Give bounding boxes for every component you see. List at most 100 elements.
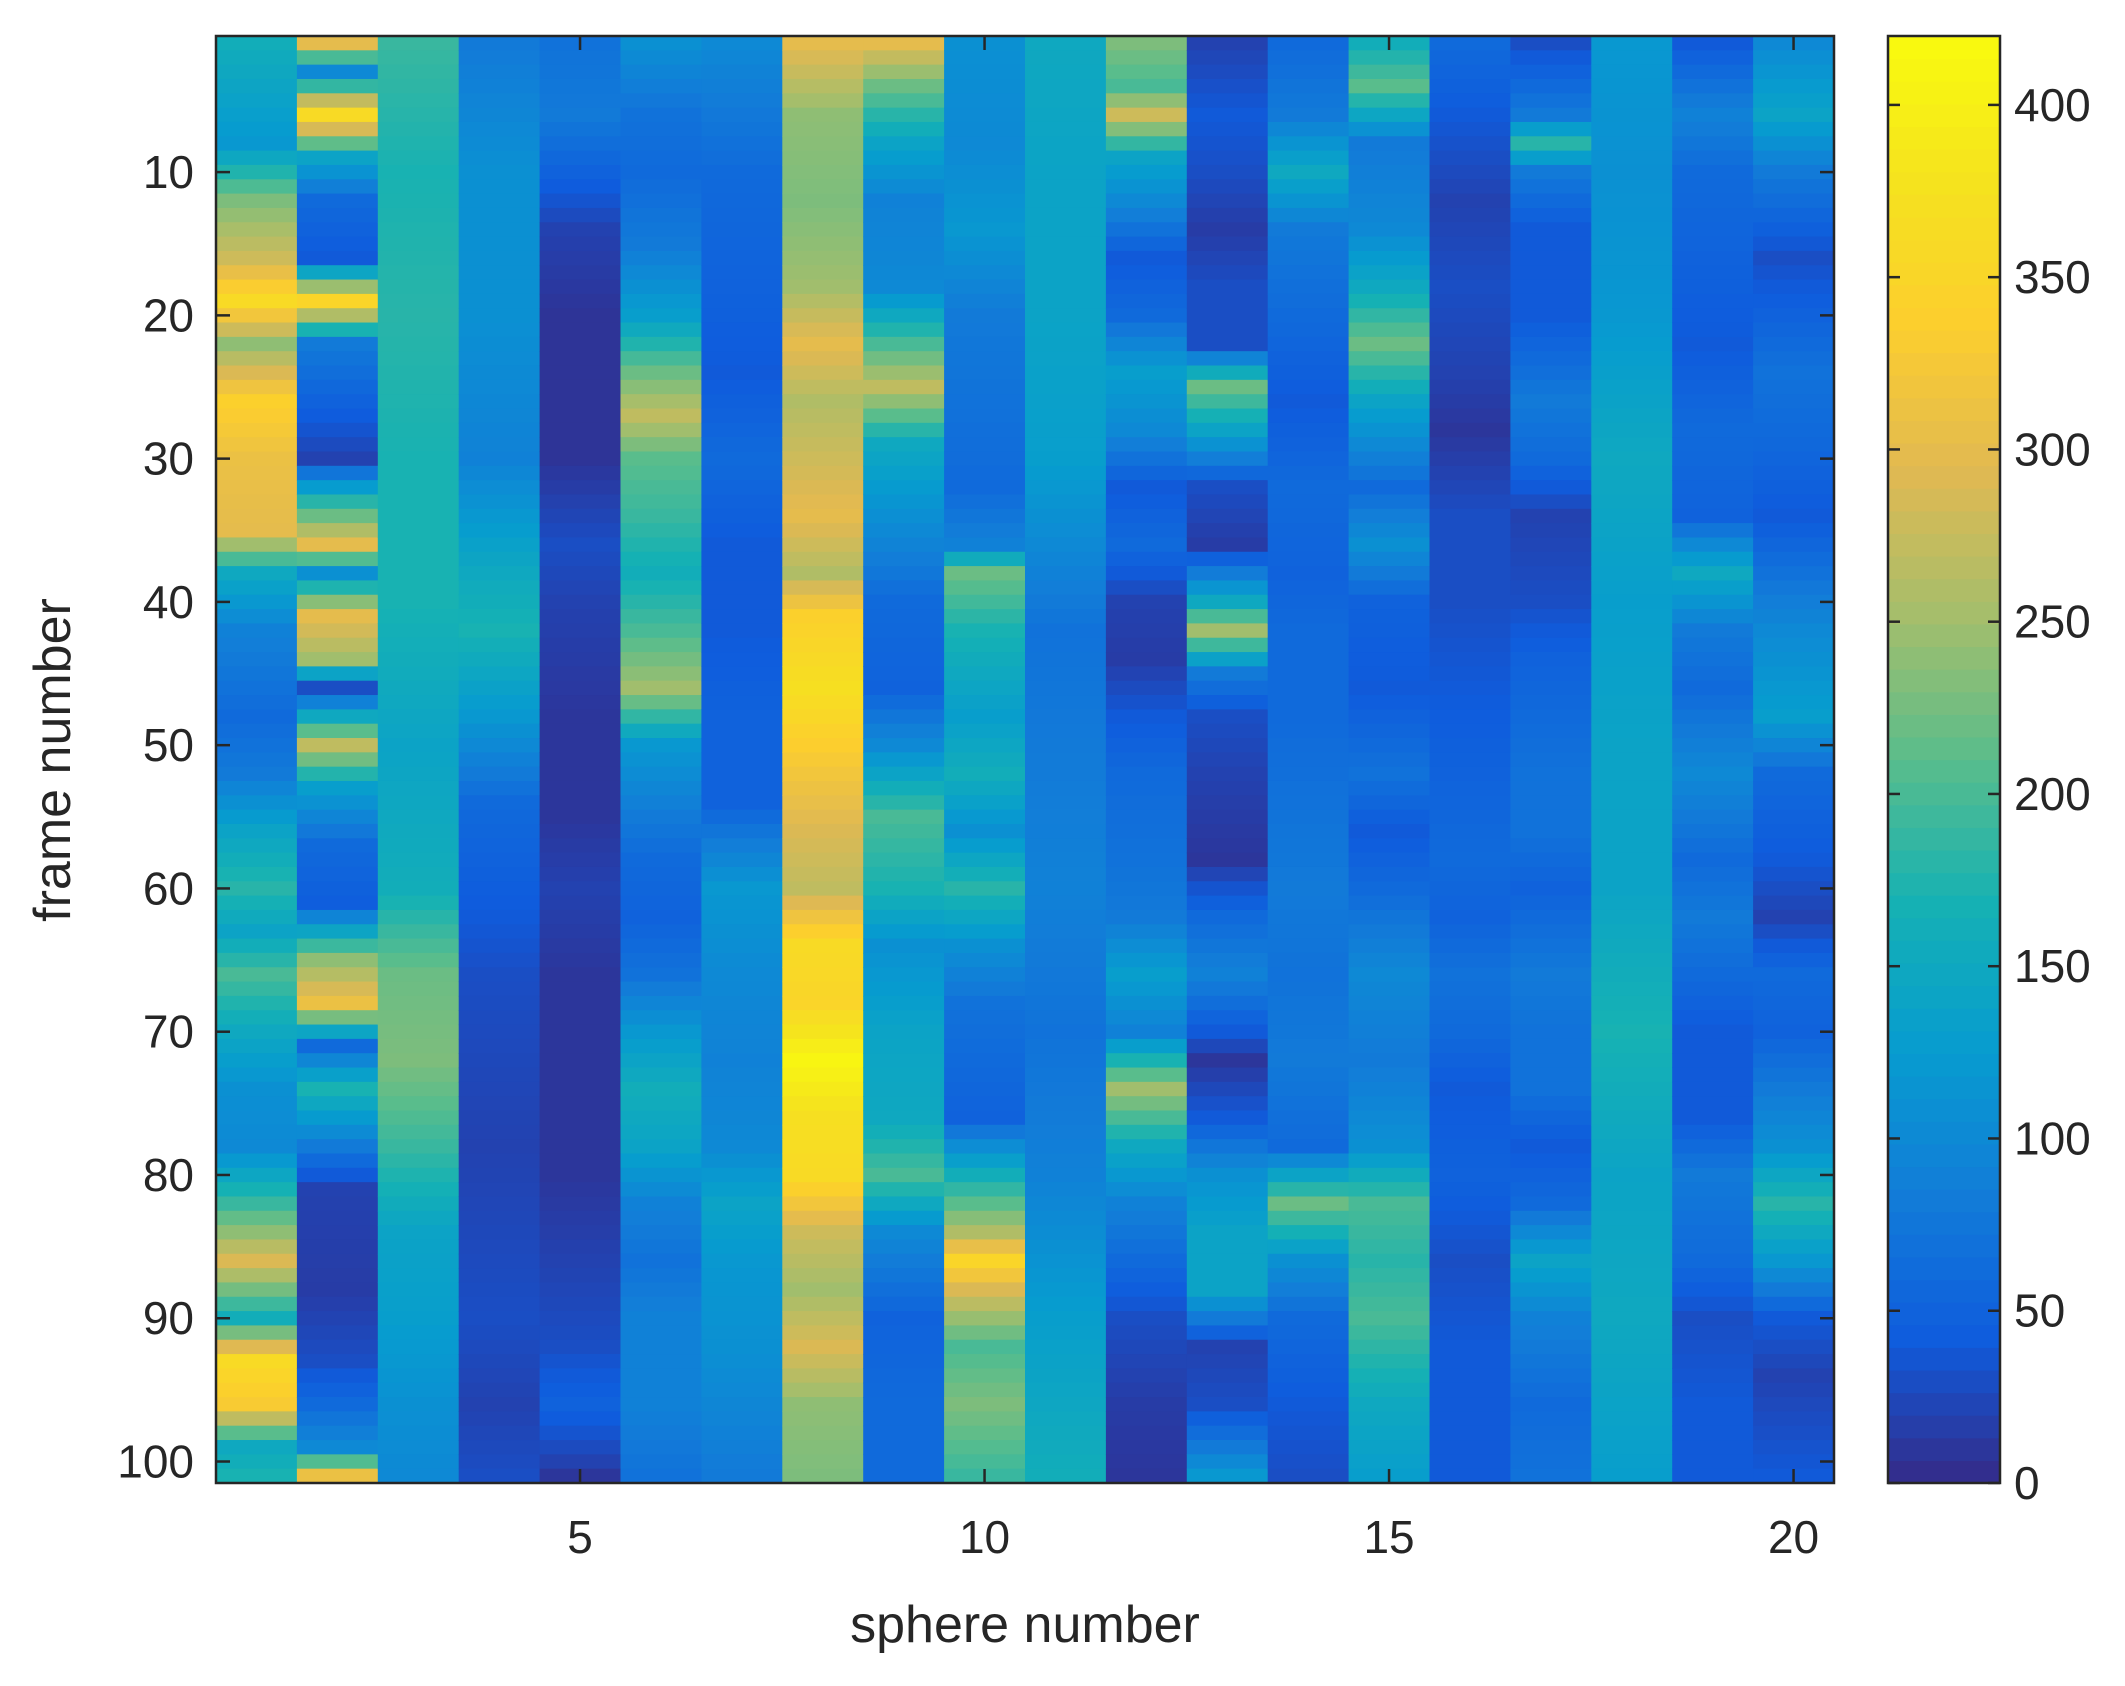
heatmap-cell <box>701 609 783 624</box>
heatmap-cell <box>1267 909 1350 925</box>
heatmap-cell <box>1753 351 1835 367</box>
heatmap-cell <box>1591 609 1673 624</box>
y-tick-label: 70 <box>143 1006 194 1058</box>
colorbar-tick-label: 400 <box>2014 79 2091 131</box>
heatmap-cell <box>620 1425 702 1441</box>
colorbar-band <box>1888 759 2000 783</box>
heatmap-cell <box>1510 93 1592 109</box>
colorbar-band <box>1888 1279 2000 1303</box>
heatmap-cell <box>944 838 1026 854</box>
heatmap-cell <box>620 1411 702 1427</box>
heatmap-cell <box>1672 909 1754 925</box>
heatmap-cell <box>377 1282 460 1298</box>
heatmap-cell <box>620 709 702 725</box>
heatmap-cell <box>863 1096 945 1112</box>
heatmap-cell <box>1429 1468 1511 1484</box>
heatmap-cell <box>296 780 379 796</box>
heatmap-cell <box>216 1067 298 1083</box>
heatmap-cell <box>1105 508 1188 524</box>
heatmap-cell <box>1672 566 1754 582</box>
heatmap-cell <box>863 1468 945 1484</box>
heatmap-cell <box>863 1296 945 1312</box>
heatmap-cell <box>539 1440 622 1455</box>
heatmap-cell <box>1186 838 1269 854</box>
heatmap-cell <box>1672 1124 1754 1140</box>
y-axis-label: frame number <box>24 598 82 922</box>
colorbar-band <box>1888 171 2000 195</box>
heatmap-cell <box>1591 652 1673 667</box>
heatmap-cell <box>458 494 541 510</box>
heatmap-cell <box>1105 1311 1188 1327</box>
heatmap-cell <box>1025 336 1107 352</box>
heatmap-cell <box>944 379 1026 395</box>
heatmap-cell <box>216 566 298 582</box>
heatmap-cell <box>296 881 379 897</box>
colorbar-band <box>1888 375 2000 399</box>
heatmap-cell <box>1025 1225 1107 1241</box>
heatmap-cell <box>216 766 298 782</box>
heatmap-cell <box>863 752 945 768</box>
heatmap-cell <box>539 766 622 782</box>
heatmap-cell <box>539 838 622 854</box>
heatmap-cell <box>863 379 945 395</box>
heatmap-cell <box>377 852 460 868</box>
heatmap-cell <box>1672 723 1754 739</box>
heatmap-cell <box>458 437 541 453</box>
heatmap-cell <box>216 1124 298 1140</box>
heatmap-cell <box>296 1397 379 1412</box>
heatmap-cell <box>296 1368 379 1384</box>
colorbar-tick-label: 350 <box>2014 251 2091 303</box>
heatmap-cell <box>296 1096 379 1112</box>
heatmap-cell <box>1025 236 1107 252</box>
heatmap-cell <box>1267 1096 1350 1112</box>
heatmap-cell <box>782 437 864 453</box>
heatmap-cell <box>539 952 622 968</box>
colorbar-band <box>1888 352 2000 376</box>
heatmap-cell <box>296 121 379 137</box>
heatmap-cell <box>1510 1210 1592 1226</box>
heatmap-cell <box>782 1253 864 1269</box>
heatmap-cell <box>1348 308 1431 324</box>
heatmap-cell <box>1025 1110 1107 1126</box>
heatmap-cell <box>1429 680 1511 696</box>
heatmap-cell <box>216 1354 298 1369</box>
heatmap-cell <box>1025 1182 1107 1198</box>
heatmap-cell <box>458 1268 541 1284</box>
heatmap-cell <box>1753 666 1835 682</box>
heatmap-cell <box>296 437 379 453</box>
heatmap-cell <box>377 723 460 739</box>
colorbar-band <box>1888 397 2000 421</box>
heatmap-cell <box>782 179 864 195</box>
heatmap-cell <box>458 938 541 954</box>
heatmap-cell <box>539 121 622 137</box>
heatmap-cell <box>1429 1268 1511 1284</box>
heatmap-cell <box>701 1440 783 1455</box>
heatmap-cell <box>1025 795 1107 811</box>
heatmap-cell <box>1348 924 1431 940</box>
heatmap-cell <box>863 365 945 381</box>
heatmap-cell <box>944 508 1026 524</box>
heatmap-cell <box>1429 207 1511 223</box>
heatmap-cell <box>1510 1397 1592 1412</box>
heatmap-cell <box>1025 1096 1107 1112</box>
heatmap-cell <box>620 1053 702 1069</box>
heatmap-cell <box>1510 680 1592 696</box>
heatmap-cell <box>863 193 945 209</box>
heatmap-cell <box>1025 1425 1107 1441</box>
heatmap-cell <box>216 938 298 954</box>
heatmap-cell <box>701 1225 783 1241</box>
heatmap-cell <box>782 394 864 410</box>
heatmap-cell <box>1186 150 1269 166</box>
heatmap-cell <box>782 136 864 152</box>
heatmap-cell <box>1672 394 1754 410</box>
heatmap-cell <box>539 809 622 825</box>
heatmap-cell <box>1025 1382 1107 1398</box>
heatmap-cell <box>1267 1440 1350 1455</box>
heatmap-cell <box>296 394 379 410</box>
heatmap-cell <box>377 1354 460 1369</box>
heatmap-cell <box>1429 64 1511 80</box>
heatmap-cell <box>1105 723 1188 739</box>
heatmap-cell <box>944 308 1026 324</box>
heatmap-cell <box>1348 895 1431 911</box>
heatmap-cell <box>377 250 460 266</box>
